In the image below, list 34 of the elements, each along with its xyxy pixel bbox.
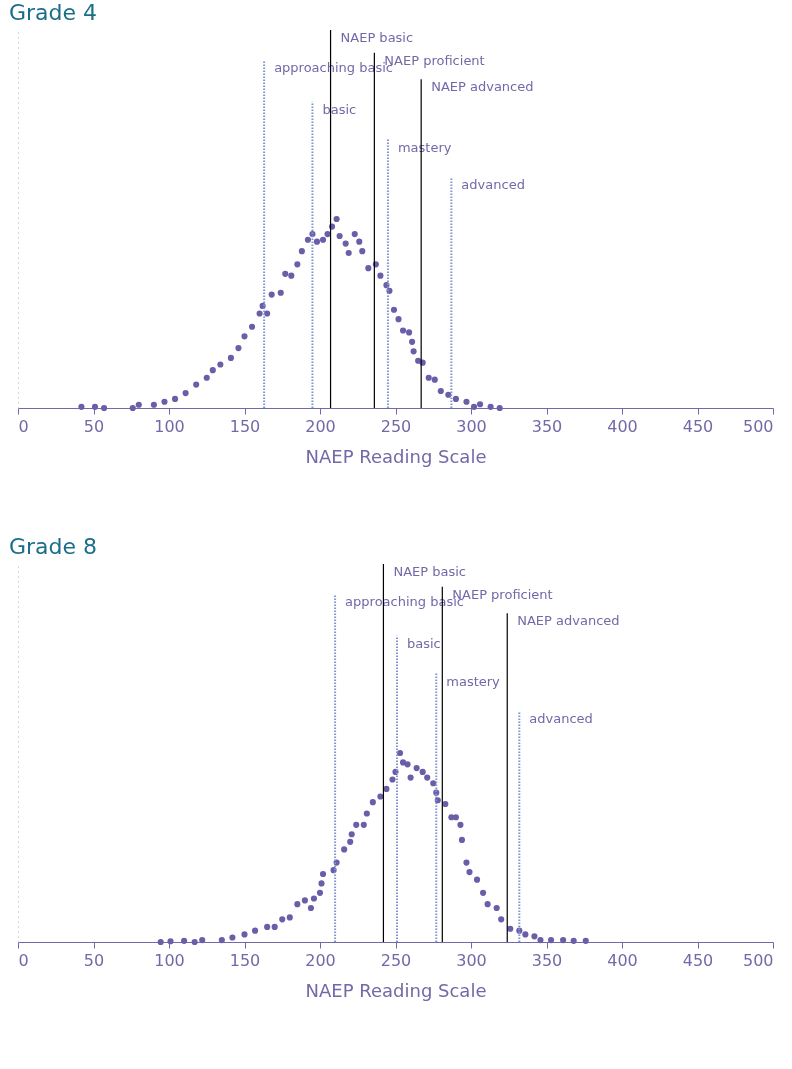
x-tick-label: 50 bbox=[83, 416, 105, 436]
ref-line-label: NAEP advanced bbox=[431, 79, 534, 95]
ref-line-label: NAEP advanced bbox=[517, 613, 620, 629]
ref-line-label: advanced bbox=[461, 177, 525, 193]
chart-title: Grade 4 bbox=[9, 0, 98, 26]
x-tick-label: 250 bbox=[380, 950, 412, 970]
x-tick-label: 100 bbox=[154, 950, 185, 970]
x-tick-label: 500 bbox=[742, 416, 774, 436]
x-tick-label: 350 bbox=[531, 416, 563, 436]
chart-title: Grade 8 bbox=[9, 534, 98, 560]
x-tick-label: 0 bbox=[18, 416, 29, 436]
x-axis-title: NAEP Reading Scale bbox=[305, 979, 487, 1001]
ref-line-label: basic bbox=[407, 635, 441, 651]
x-tick-label: 450 bbox=[682, 950, 714, 970]
ref-line-label: NAEP basic bbox=[340, 30, 414, 45]
x-tick-label: 200 bbox=[305, 950, 336, 970]
x-tick-label: 0 bbox=[18, 950, 29, 970]
ref-line-label: NAEP basic bbox=[393, 564, 466, 579]
x-tick-label: 150 bbox=[229, 950, 261, 970]
x-tick-label: 250 bbox=[380, 416, 412, 436]
ref-line-label: mastery bbox=[446, 673, 501, 689]
x-tick-label: 350 bbox=[531, 950, 563, 970]
x-tick-label: 500 bbox=[742, 950, 774, 970]
x-tick-label: 300 bbox=[456, 416, 487, 436]
x-tick-label: 450 bbox=[682, 416, 714, 436]
x-tick-label: 300 bbox=[456, 950, 487, 970]
x-tick-label: 100 bbox=[154, 416, 185, 436]
ref-line-label: advanced bbox=[529, 711, 593, 727]
x-tick-label: 50 bbox=[83, 950, 105, 970]
x-tick-label: 200 bbox=[305, 416, 336, 436]
x-tick-label: 150 bbox=[229, 416, 261, 436]
x-tick-label: 400 bbox=[607, 416, 638, 436]
x-axis-title: NAEP Reading Scale bbox=[305, 445, 487, 467]
x-tick-label: 400 bbox=[607, 950, 638, 970]
